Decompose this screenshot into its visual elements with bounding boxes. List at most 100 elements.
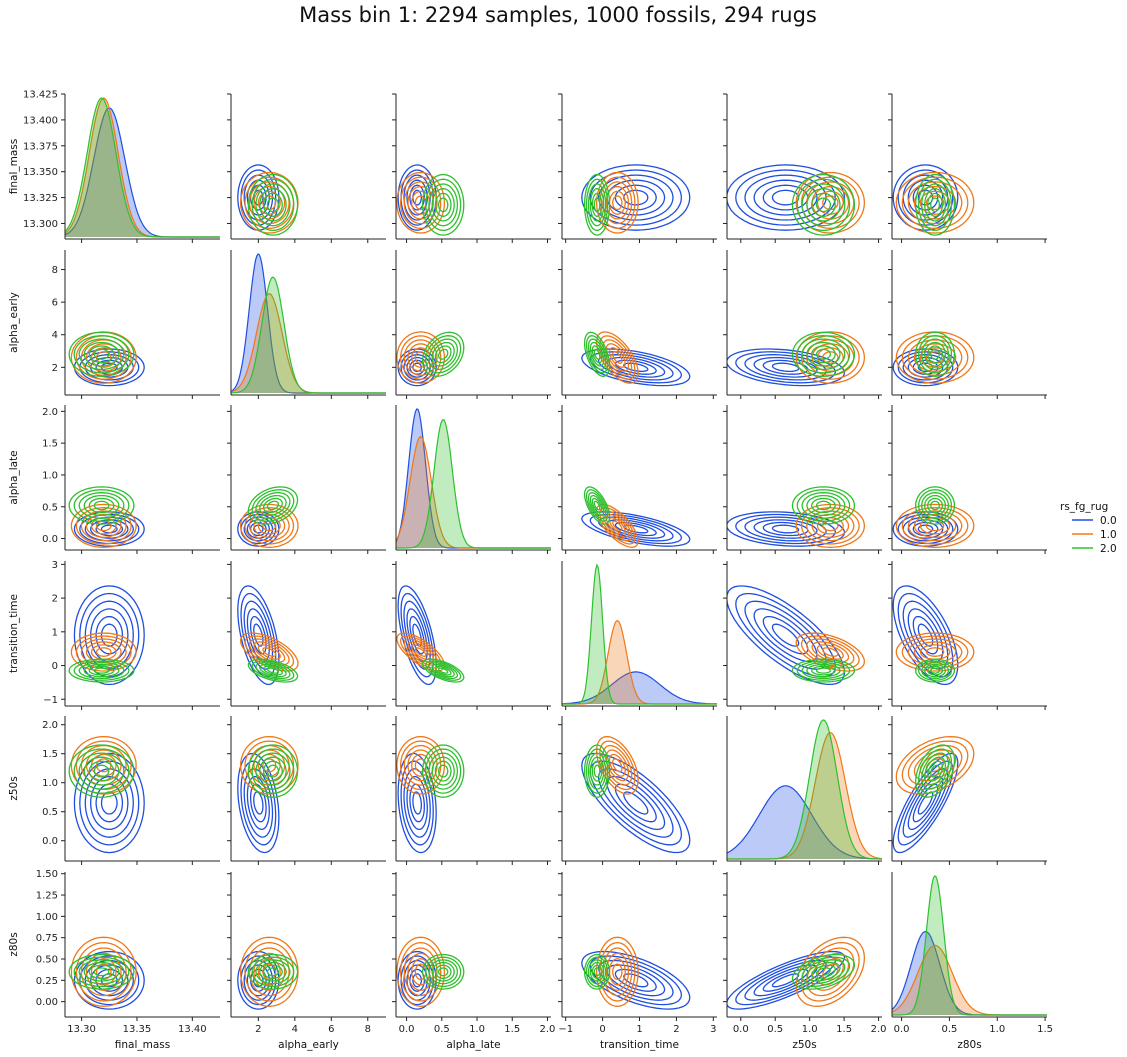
contour-z80s-vs-alpha_late-1.0-5 — [396, 936, 446, 1007]
y-tick-label: 1.0 — [42, 470, 58, 481]
x-axis-label-z50s: z50s — [792, 1039, 816, 1051]
contour-transition_time-vs-z50s-0.0-1 — [762, 615, 809, 655]
contour-alpha_early-vs-z50s-0.0-5 — [727, 348, 846, 387]
x-tick-label: 2 — [673, 1024, 679, 1035]
contour-alpha_early-vs-z80s-1.0-5 — [895, 331, 975, 384]
contour-alpha_early-vs-z80s-2.0-5 — [915, 331, 956, 377]
y-axis-label-alpha_late: alpha_late — [8, 450, 20, 504]
contour-alpha_early-vs-transition_time-1.0-1 — [608, 347, 626, 368]
y-tick-label: 1.5 — [42, 749, 58, 760]
y-tick-label: 13.425 — [23, 90, 58, 101]
contour-alpha_early-vs-alpha_late-1.0-4 — [399, 335, 442, 380]
contour-z80s-vs-alpha_late-1.0-4 — [399, 941, 442, 1002]
contour-z50s-vs-final_mass-1.0-5 — [70, 735, 137, 795]
y-axis-label-alpha_early: alpha_early — [8, 292, 20, 353]
contour-transition_time-vs-alpha_late-2.0-5 — [421, 658, 465, 683]
contour-alpha_late-vs-final_mass-1.0-3 — [80, 510, 127, 542]
contour-z80s-vs-final_mass-1.0-4 — [75, 941, 132, 1002]
contour-alpha_late-vs-z80s-2.0-5 — [915, 486, 956, 525]
contour-alpha_early-vs-z80s-1.0-1 — [919, 347, 951, 368]
contour-final_mass-vs-z80s-0.0-4 — [897, 169, 954, 226]
contour-alpha_late-vs-alpha_early-2.0-4 — [251, 489, 295, 522]
density-fill-alpha_late-2.0 — [396, 419, 551, 548]
contour-z80s-vs-alpha_late-1.0-3 — [403, 947, 438, 997]
contour-final_mass-vs-transition_time-2.0-0 — [593, 197, 601, 213]
contour-z80s-vs-z50s-1.0-2 — [811, 952, 850, 991]
x-tick-label: 1.5 — [1037, 1024, 1053, 1035]
contour-alpha_early-vs-z80s-2.0-1 — [927, 345, 944, 364]
contour-z80s-vs-alpha_early-0.0-3 — [243, 959, 274, 1001]
x-tick-label: 1.5 — [504, 1024, 520, 1035]
x-tick-label: 0.0 — [733, 1024, 749, 1035]
contour-z50s-vs-z80s-1.0-5 — [895, 735, 975, 795]
contour-final_mass-vs-z80s-0.0-5 — [892, 164, 959, 231]
contour-z50s-vs-transition_time-2.0-2 — [589, 756, 605, 786]
x-tick-label: 6 — [328, 1024, 334, 1035]
contour-alpha_early-vs-transition_time-1.0-5 — [595, 331, 639, 384]
contour-alpha_early-vs-transition_time-0.0-5 — [581, 348, 691, 387]
contour-alpha_late-vs-transition_time-2.0-2 — [589, 494, 605, 517]
x-tick-label: 2.0 — [871, 1024, 887, 1035]
density-line-z50s-2.0 — [727, 719, 882, 860]
contour-alpha_early-vs-z50s-2.0-1 — [811, 345, 836, 364]
contour-transition_time-vs-alpha_early-2.0-0 — [266, 667, 280, 674]
contour-z50s-vs-final_mass-0.0-5 — [73, 752, 145, 854]
density-fill-z80s-2.0 — [892, 876, 1047, 1015]
contour-final_mass-vs-z50s-2.0-0 — [815, 197, 831, 213]
contour-z80s-vs-z50s-0.0-0 — [771, 973, 800, 988]
panel-final_mass-vs-final_mass: 13.300 13.325 13.350 13.375 13.400 13.425 fina… — [8, 90, 220, 243]
panel-alpha_early-vs-z80s — [888, 250, 1047, 399]
contour-transition_time-vs-alpha_late-0.0-1 — [409, 615, 425, 655]
panel-alpha_late-vs-alpha_late — [395, 405, 551, 554]
panel-alpha_late-vs-transition_time — [558, 405, 717, 554]
contour-final_mass-vs-alpha_late-2.0-1 — [434, 192, 452, 217]
panel-z80s-vs-z80s: 0.0 0.5 1.0 1.5 z80s — [891, 872, 1053, 1051]
contour-alpha_late-vs-z50s-2.0-0 — [815, 500, 831, 511]
contour-z50s-vs-final_mass-2.0-3 — [78, 752, 125, 790]
contour-z80s-vs-transition_time-1.0-5 — [595, 936, 639, 1007]
density-line-transition_time-2.0 — [562, 563, 717, 705]
contour-z80s-vs-z50s-0.0-2 — [753, 964, 818, 997]
contour-alpha_early-vs-transition_time-0.0-0 — [623, 362, 649, 373]
panel-alpha_late-vs-z80s — [888, 405, 1047, 554]
contour-transition_time-vs-z80s-2.0-5 — [915, 658, 956, 683]
contour-alpha_early-vs-final_mass-2.0-5 — [68, 331, 135, 377]
contour-transition_time-vs-alpha_late-2.0-4 — [425, 660, 462, 681]
contour-z50s-vs-transition_time-0.0-5 — [581, 752, 691, 854]
contour-final_mass-vs-alpha_early-2.0-4 — [251, 178, 295, 232]
contour-transition_time-vs-alpha_early-1.0-1 — [257, 644, 281, 660]
density-line-alpha_early-2.0 — [231, 276, 386, 394]
y-axis-label-transition_time: transition_time — [8, 594, 20, 673]
contour-alpha_late-vs-transition_time-1.0-2 — [605, 513, 630, 538]
contour-z80s-vs-z50s-2.0-0 — [815, 967, 831, 977]
contour-z50s-vs-alpha_late-2.0-2 — [431, 756, 455, 786]
density-line-z80s-2.0 — [892, 875, 1047, 1016]
x-axis-label-z80s: z80s — [957, 1039, 981, 1051]
contour-alpha_early-vs-z50s-1.0-3 — [806, 339, 855, 376]
contour-final_mass-vs-z50s-2.0-4 — [796, 178, 851, 232]
contour-alpha_early-vs-z50s-2.0-4 — [796, 335, 851, 374]
y-tick-label: 0.50 — [36, 955, 58, 966]
contour-z50s-vs-transition_time-2.0-1 — [591, 760, 603, 782]
contour-final_mass-vs-transition_time-2.0-3 — [587, 183, 607, 227]
contour-z80s-vs-alpha_early-2.0-0 — [266, 967, 280, 977]
contour-final_mass-vs-z50s-0.0-5 — [727, 164, 846, 231]
contour-z80s-vs-final_mass-2.0-4 — [73, 956, 130, 988]
contour-alpha_late-vs-z80s-1.0-3 — [907, 510, 963, 542]
contour-z50s-vs-z80s-2.0-3 — [921, 752, 950, 790]
panel-alpha_early-vs-alpha_late — [392, 250, 551, 399]
x-tick-label: 13.35 — [123, 1024, 152, 1035]
contour-alpha_early-vs-z80s-2.0-3 — [921, 338, 950, 371]
x-tick-label: 1.0 — [469, 1024, 485, 1035]
contour-z80s-vs-z50s-2.0-1 — [811, 964, 836, 979]
contour-alpha_early-vs-z80s-2.0-4 — [918, 335, 953, 374]
contour-z50s-vs-alpha_early-2.0-4 — [251, 748, 295, 794]
x-axis-label-alpha_late: alpha_late — [446, 1039, 500, 1051]
contour-transition_time-vs-z80s-2.0-2 — [924, 663, 947, 678]
contour-alpha_late-vs-final_mass-0.0-4 — [79, 513, 140, 545]
contour-final_mass-vs-z80s-1.0-0 — [925, 195, 945, 211]
panel-grid: 13.30013.32513.35013.37513.40013.425fina… — [8, 90, 1053, 1052]
contour-z50s-vs-z80s-2.0-1 — [927, 760, 944, 782]
density-fill-alpha_late-1.0 — [396, 436, 551, 548]
contour-z80s-vs-transition_time-1.0-1 — [608, 958, 626, 986]
